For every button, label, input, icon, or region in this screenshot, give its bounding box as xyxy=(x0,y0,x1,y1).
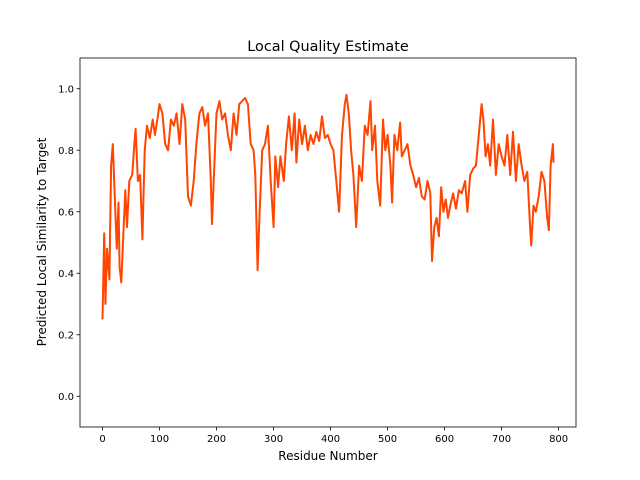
y-tick-label: 1.0 xyxy=(58,84,74,95)
x-tick-label: 300 xyxy=(264,434,283,445)
x-tick-label: 200 xyxy=(207,434,226,445)
y-tick-label: 0.2 xyxy=(58,330,74,341)
plot-frame xyxy=(79,57,577,428)
x-tick-label: 0 xyxy=(99,434,105,445)
y-tick-label: 0.8 xyxy=(58,146,74,157)
y-tick-label: 0.6 xyxy=(58,207,74,218)
plot-lines xyxy=(101,93,555,320)
x-tick-label: 400 xyxy=(321,434,340,445)
x-tick-label: 800 xyxy=(549,434,568,445)
y-tick-label: 0.4 xyxy=(58,269,74,280)
x-tick-label: 500 xyxy=(378,434,397,445)
x-axis-ticks: 0 100 200 300 400 500 600 700 800 xyxy=(99,427,568,445)
y-tick-label: 0.0 xyxy=(58,392,74,403)
y-axis-label: Predicted Local Similarity to Target xyxy=(35,137,49,346)
chart-title: Local Quality Estimate xyxy=(247,39,409,55)
x-axis-label: Residue Number xyxy=(278,449,377,463)
x-tick-label: 100 xyxy=(150,434,169,445)
series-line xyxy=(101,93,555,320)
x-tick-label: 700 xyxy=(492,434,511,445)
y-axis-ticks: 0.0 0.2 0.4 0.6 0.8 1.0 xyxy=(58,84,80,403)
x-tick-label: 600 xyxy=(435,434,454,445)
